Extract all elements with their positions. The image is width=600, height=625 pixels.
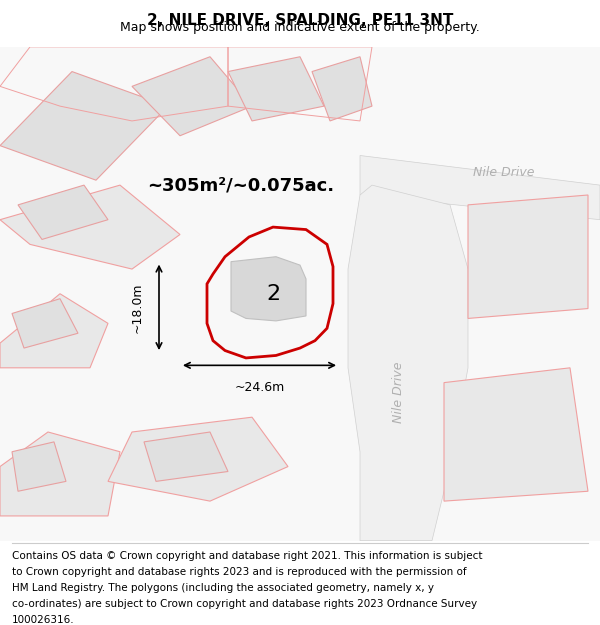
Polygon shape	[0, 294, 108, 368]
Polygon shape	[456, 402, 540, 481]
Text: Contains OS data © Crown copyright and database right 2021. This information is : Contains OS data © Crown copyright and d…	[12, 551, 482, 561]
Text: to Crown copyright and database rights 2023 and is reproduced with the permissio: to Crown copyright and database rights 2…	[12, 567, 467, 577]
Text: Nile Drive: Nile Drive	[473, 166, 535, 179]
Polygon shape	[468, 195, 588, 318]
Polygon shape	[360, 156, 600, 219]
Polygon shape	[231, 257, 306, 321]
Text: ~24.6m: ~24.6m	[235, 381, 284, 394]
Polygon shape	[144, 432, 228, 481]
Text: Nile Drive: Nile Drive	[392, 362, 406, 423]
Polygon shape	[0, 185, 180, 269]
Polygon shape	[444, 368, 588, 501]
Polygon shape	[12, 442, 66, 491]
Text: co-ordinates) are subject to Crown copyright and database rights 2023 Ordnance S: co-ordinates) are subject to Crown copyr…	[12, 599, 477, 609]
Text: ~18.0m: ~18.0m	[131, 282, 144, 332]
Polygon shape	[480, 219, 576, 294]
Polygon shape	[18, 185, 108, 239]
Polygon shape	[312, 57, 372, 121]
Polygon shape	[108, 418, 288, 501]
Text: Map shows position and indicative extent of the property.: Map shows position and indicative extent…	[120, 21, 480, 34]
Text: 2, NILE DRIVE, SPALDING, PE11 3NT: 2, NILE DRIVE, SPALDING, PE11 3NT	[147, 13, 453, 28]
Polygon shape	[132, 57, 252, 136]
Polygon shape	[12, 299, 78, 348]
Text: 2: 2	[266, 284, 280, 304]
Polygon shape	[0, 71, 168, 180]
Text: 100026316.: 100026316.	[12, 615, 74, 625]
Polygon shape	[228, 57, 324, 121]
Text: ~305m²/~0.075ac.: ~305m²/~0.075ac.	[147, 176, 334, 194]
Polygon shape	[348, 185, 468, 541]
Text: HM Land Registry. The polygons (including the associated geometry, namely x, y: HM Land Registry. The polygons (includin…	[12, 582, 434, 592]
Polygon shape	[0, 432, 120, 516]
